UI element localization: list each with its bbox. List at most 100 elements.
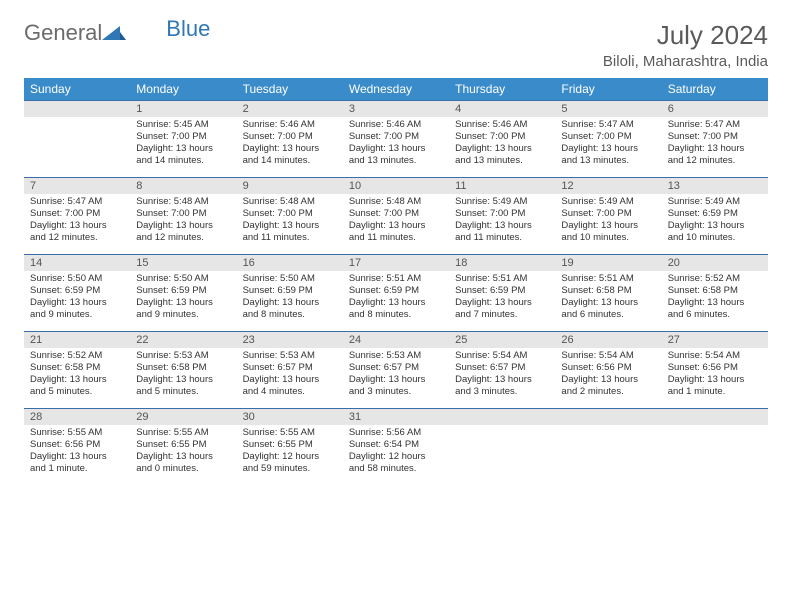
calendar-week: 28Sunrise: 5:55 AMSunset: 6:56 PMDayligh… <box>24 409 768 486</box>
day-details: Sunrise: 5:46 AMSunset: 7:00 PMDaylight:… <box>237 117 343 177</box>
day-number: 11 <box>449 178 555 194</box>
day-number <box>449 409 555 425</box>
sunset-line: Sunset: 7:00 PM <box>349 208 443 220</box>
sunrise-line: Sunrise: 5:49 AM <box>561 196 655 208</box>
sunset-line: Sunset: 7:00 PM <box>668 131 762 143</box>
sunset-line: Sunset: 6:55 PM <box>243 439 337 451</box>
calendar-week: 14Sunrise: 5:50 AMSunset: 6:59 PMDayligh… <box>24 255 768 332</box>
sunset-line: Sunset: 6:59 PM <box>243 285 337 297</box>
day-number: 30 <box>237 409 343 425</box>
day-details: Sunrise: 5:53 AMSunset: 6:57 PMDaylight:… <box>237 348 343 408</box>
daylight-line: Daylight: 13 hours and 6 minutes. <box>561 297 655 321</box>
calendar-table: Sunday Monday Tuesday Wednesday Thursday… <box>24 78 768 485</box>
day-number: 19 <box>555 255 661 271</box>
dow-friday: Friday <box>555 78 661 101</box>
calendar-cell: 17Sunrise: 5:51 AMSunset: 6:59 PMDayligh… <box>343 255 449 332</box>
title-block: July 2024 Biloli, Maharashtra, India <box>603 20 768 70</box>
sunset-line: Sunset: 7:00 PM <box>455 208 549 220</box>
sunset-line: Sunset: 7:00 PM <box>136 131 230 143</box>
daylight-line: Daylight: 13 hours and 12 minutes. <box>136 220 230 244</box>
calendar-week: 1Sunrise: 5:45 AMSunset: 7:00 PMDaylight… <box>24 101 768 178</box>
day-details: Sunrise: 5:54 AMSunset: 6:56 PMDaylight:… <box>662 348 768 408</box>
day-details: Sunrise: 5:52 AMSunset: 6:58 PMDaylight:… <box>24 348 130 408</box>
calendar-cell: 2Sunrise: 5:46 AMSunset: 7:00 PMDaylight… <box>237 101 343 178</box>
brand-text-blue: Blue <box>166 16 210 42</box>
sunset-line: Sunset: 6:58 PM <box>30 362 124 374</box>
calendar-cell <box>662 409 768 486</box>
sunrise-line: Sunrise: 5:51 AM <box>455 273 549 285</box>
day-number: 16 <box>237 255 343 271</box>
day-number: 10 <box>343 178 449 194</box>
calendar-cell: 26Sunrise: 5:54 AMSunset: 6:56 PMDayligh… <box>555 332 661 409</box>
day-details: Sunrise: 5:46 AMSunset: 7:00 PMDaylight:… <box>449 117 555 177</box>
day-details: Sunrise: 5:53 AMSunset: 6:57 PMDaylight:… <box>343 348 449 408</box>
calendar-body: 1Sunrise: 5:45 AMSunset: 7:00 PMDaylight… <box>24 101 768 486</box>
daylight-line: Daylight: 13 hours and 10 minutes. <box>668 220 762 244</box>
calendar-cell: 28Sunrise: 5:55 AMSunset: 6:56 PMDayligh… <box>24 409 130 486</box>
calendar-cell: 4Sunrise: 5:46 AMSunset: 7:00 PMDaylight… <box>449 101 555 178</box>
daylight-line: Daylight: 13 hours and 8 minutes. <box>243 297 337 321</box>
day-details: Sunrise: 5:52 AMSunset: 6:58 PMDaylight:… <box>662 271 768 331</box>
day-number: 14 <box>24 255 130 271</box>
day-number: 20 <box>662 255 768 271</box>
daylight-line: Daylight: 13 hours and 0 minutes. <box>136 451 230 475</box>
sunrise-line: Sunrise: 5:55 AM <box>136 427 230 439</box>
day-details: Sunrise: 5:51 AMSunset: 6:59 PMDaylight:… <box>343 271 449 331</box>
calendar-cell: 30Sunrise: 5:55 AMSunset: 6:55 PMDayligh… <box>237 409 343 486</box>
daylight-line: Daylight: 13 hours and 4 minutes. <box>243 374 337 398</box>
day-number: 29 <box>130 409 236 425</box>
calendar-cell: 13Sunrise: 5:49 AMSunset: 6:59 PMDayligh… <box>662 178 768 255</box>
calendar-cell: 29Sunrise: 5:55 AMSunset: 6:55 PMDayligh… <box>130 409 236 486</box>
day-details: Sunrise: 5:50 AMSunset: 6:59 PMDaylight:… <box>24 271 130 331</box>
sunset-line: Sunset: 6:59 PM <box>668 208 762 220</box>
day-details: Sunrise: 5:50 AMSunset: 6:59 PMDaylight:… <box>237 271 343 331</box>
daylight-line: Daylight: 12 hours and 58 minutes. <box>349 451 443 475</box>
daylight-line: Daylight: 13 hours and 14 minutes. <box>136 143 230 167</box>
sunrise-line: Sunrise: 5:52 AM <box>668 273 762 285</box>
dow-tuesday: Tuesday <box>237 78 343 101</box>
sunset-line: Sunset: 7:00 PM <box>561 208 655 220</box>
day-number: 15 <box>130 255 236 271</box>
day-number <box>555 409 661 425</box>
day-details: Sunrise: 5:56 AMSunset: 6:54 PMDaylight:… <box>343 425 449 485</box>
day-details: Sunrise: 5:46 AMSunset: 7:00 PMDaylight:… <box>343 117 449 177</box>
day-number: 13 <box>662 178 768 194</box>
day-number: 28 <box>24 409 130 425</box>
calendar-week: 7Sunrise: 5:47 AMSunset: 7:00 PMDaylight… <box>24 178 768 255</box>
day-number: 17 <box>343 255 449 271</box>
dow-saturday: Saturday <box>662 78 768 101</box>
sunrise-line: Sunrise: 5:45 AM <box>136 119 230 131</box>
daylight-line: Daylight: 13 hours and 7 minutes. <box>455 297 549 321</box>
sunrise-line: Sunrise: 5:49 AM <box>455 196 549 208</box>
day-number: 22 <box>130 332 236 348</box>
daylight-line: Daylight: 13 hours and 6 minutes. <box>668 297 762 321</box>
sunrise-line: Sunrise: 5:47 AM <box>30 196 124 208</box>
daylight-line: Daylight: 12 hours and 59 minutes. <box>243 451 337 475</box>
sunset-line: Sunset: 7:00 PM <box>561 131 655 143</box>
day-number: 31 <box>343 409 449 425</box>
sunrise-line: Sunrise: 5:53 AM <box>243 350 337 362</box>
day-number: 3 <box>343 101 449 117</box>
sunset-line: Sunset: 6:57 PM <box>455 362 549 374</box>
day-details: Sunrise: 5:54 AMSunset: 6:56 PMDaylight:… <box>555 348 661 408</box>
daylight-line: Daylight: 13 hours and 2 minutes. <box>561 374 655 398</box>
sunrise-line: Sunrise: 5:52 AM <box>30 350 124 362</box>
calendar-cell <box>24 101 130 178</box>
day-details: Sunrise: 5:49 AMSunset: 6:59 PMDaylight:… <box>662 194 768 254</box>
day-details: Sunrise: 5:48 AMSunset: 7:00 PMDaylight:… <box>237 194 343 254</box>
calendar-cell: 22Sunrise: 5:53 AMSunset: 6:58 PMDayligh… <box>130 332 236 409</box>
day-number: 2 <box>237 101 343 117</box>
sunset-line: Sunset: 6:57 PM <box>349 362 443 374</box>
calendar-cell: 25Sunrise: 5:54 AMSunset: 6:57 PMDayligh… <box>449 332 555 409</box>
daylight-line: Daylight: 13 hours and 11 minutes. <box>349 220 443 244</box>
calendar-cell <box>449 409 555 486</box>
day-number: 8 <box>130 178 236 194</box>
dow-thursday: Thursday <box>449 78 555 101</box>
day-number: 6 <box>662 101 768 117</box>
daylight-line: Daylight: 13 hours and 12 minutes. <box>30 220 124 244</box>
sunset-line: Sunset: 6:58 PM <box>136 362 230 374</box>
brand-triangle-icon <box>102 20 126 46</box>
sunset-line: Sunset: 7:00 PM <box>243 208 337 220</box>
calendar-cell: 18Sunrise: 5:51 AMSunset: 6:59 PMDayligh… <box>449 255 555 332</box>
day-details: Sunrise: 5:55 AMSunset: 6:56 PMDaylight:… <box>24 425 130 485</box>
